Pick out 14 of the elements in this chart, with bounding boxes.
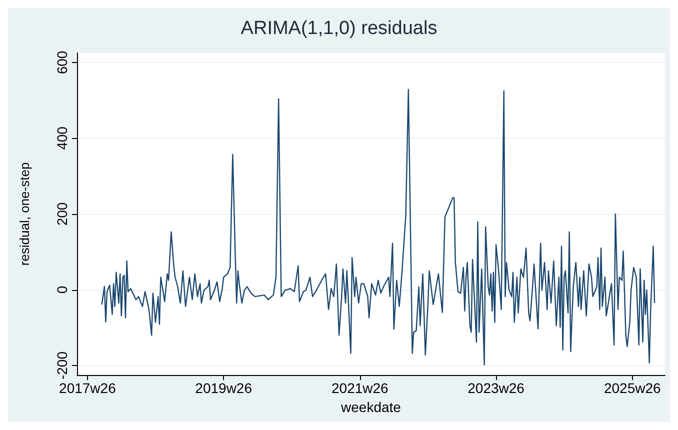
x-tick-label: 2017w26	[59, 380, 116, 396]
x-tick-label: 2021w26	[331, 380, 389, 396]
chart-title: ARIMA(1,1,0) residuals	[240, 18, 438, 39]
x-tick-label: 2023w26	[468, 380, 525, 396]
y-tick-label: 200	[54, 202, 70, 226]
y-tick-label: -200	[54, 351, 70, 380]
x-tick-label: 2025w26	[604, 380, 661, 396]
y-tick-label: 400	[54, 126, 70, 150]
line-series	[101, 88, 656, 366]
x-tick-label: 2019w26	[195, 380, 252, 396]
x-axis-title: weekdate	[340, 398, 402, 415]
y-tick-label: 0	[54, 286, 70, 294]
y-tick-label: 600	[54, 50, 70, 74]
y-axis-title: residual, one-step	[17, 162, 32, 266]
